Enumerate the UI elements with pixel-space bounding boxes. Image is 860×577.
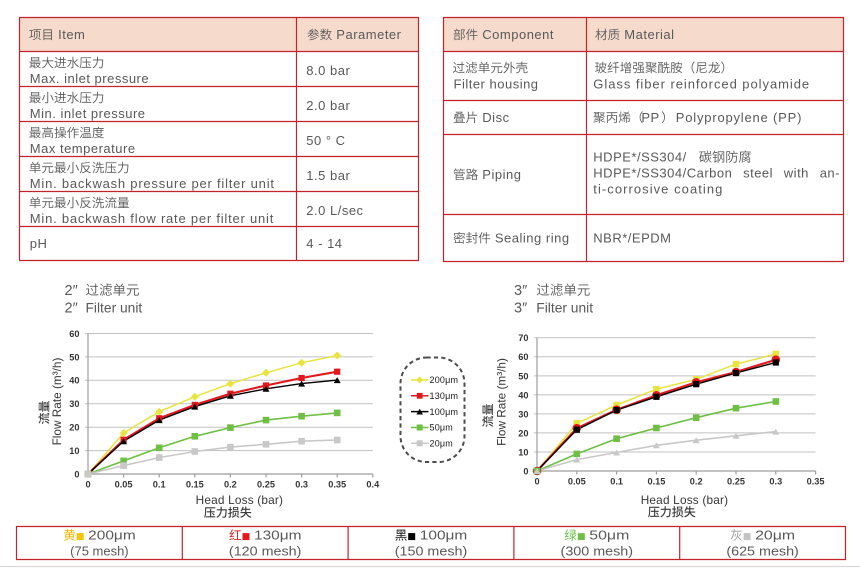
svg-text:100μm: 100μm — [420, 528, 468, 543]
svg-text:ti-corrosive coating: ti-corrosive coating — [593, 182, 723, 197]
svg-text:50: 50 — [69, 352, 79, 362]
svg-text:0.05: 0.05 — [568, 476, 586, 486]
svg-text:Material: Material — [624, 27, 674, 42]
svg-text:PP: PP — [641, 110, 659, 125]
svg-text:200μm: 200μm — [88, 528, 136, 543]
svg-text:Head Loss (bar): Head Loss (bar) — [196, 493, 284, 507]
svg-text:30: 30 — [518, 409, 528, 419]
svg-text:200μm: 200μm — [430, 375, 459, 385]
svg-text:HDPE*/SS304/: HDPE*/SS304/ — [593, 150, 686, 165]
svg-text:Filter housing: Filter housing — [454, 76, 539, 91]
svg-text:Glass fiber reinforced polyami: Glass fiber reinforced polyamide — [593, 76, 810, 91]
svg-text:40: 40 — [518, 390, 528, 400]
svg-text:2″: 2″ — [65, 300, 78, 316]
svg-text:NBR*/EPDM: NBR*/EPDM — [593, 231, 671, 246]
svg-text:50μm: 50μm — [589, 528, 629, 543]
svg-text:20: 20 — [69, 423, 79, 433]
svg-text:2.0 L/sec: 2.0 L/sec — [306, 203, 363, 218]
svg-text:Parameter: Parameter — [336, 27, 401, 42]
svg-text:0.3: 0.3 — [769, 476, 782, 486]
svg-text:Min. backwash flow rate per fi: Min. backwash flow rate per filter unit — [30, 211, 274, 226]
svg-text:0.35: 0.35 — [328, 479, 346, 489]
svg-text:0.3: 0.3 — [295, 479, 308, 489]
svg-text:30: 30 — [69, 399, 79, 409]
svg-text:130μm: 130μm — [430, 391, 459, 401]
svg-text:Polypropylene (PP): Polypropylene (PP) — [676, 110, 802, 125]
svg-text:Item: Item — [58, 27, 85, 42]
svg-text:Filter unit: Filter unit — [536, 300, 593, 315]
svg-text:50: 50 — [518, 371, 528, 381]
svg-text:(150 mesh): (150 mesh) — [395, 545, 468, 559]
svg-text:(300 mesh): (300 mesh) — [561, 545, 634, 559]
svg-text:0: 0 — [85, 479, 90, 489]
svg-text:60: 60 — [69, 329, 79, 339]
svg-text:40: 40 — [69, 376, 79, 386]
svg-text:70: 70 — [518, 333, 528, 343]
svg-text:Max. inlet pressure: Max. inlet pressure — [30, 71, 149, 86]
svg-text:an-: an- — [820, 166, 840, 181]
svg-text:Flow Rate (m³/h): Flow Rate (m³/h) — [50, 358, 64, 446]
svg-text:2″: 2″ — [65, 283, 78, 299]
svg-text:0.25: 0.25 — [257, 479, 275, 489]
svg-text:10: 10 — [69, 446, 79, 456]
svg-text:4 - 14: 4 - 14 — [306, 236, 342, 251]
svg-text:0.1: 0.1 — [153, 479, 166, 489]
svg-text:pH: pH — [30, 236, 48, 251]
svg-text:0: 0 — [74, 469, 79, 479]
svg-text:50 ° C: 50 ° C — [306, 133, 345, 148]
svg-text:0.35: 0.35 — [807, 476, 825, 486]
svg-text:0.15: 0.15 — [186, 479, 204, 489]
svg-text:0: 0 — [523, 466, 528, 476]
svg-text:Disc: Disc — [482, 110, 509, 125]
svg-text:8.0 bar: 8.0 bar — [306, 63, 350, 78]
svg-text:(625 mesh): (625 mesh) — [726, 545, 799, 559]
svg-text:Min. inlet pressure: Min. inlet pressure — [30, 106, 146, 121]
svg-text:Filter unit: Filter unit — [86, 300, 143, 315]
svg-text:0: 0 — [534, 476, 539, 486]
svg-text:50μm: 50μm — [430, 423, 454, 433]
svg-text:100μm: 100μm — [430, 407, 459, 417]
svg-text:Component: Component — [482, 27, 554, 42]
svg-text:Piping: Piping — [482, 167, 521, 182]
svg-text:0.1: 0.1 — [610, 476, 623, 486]
svg-text:0.4: 0.4 — [366, 479, 380, 489]
svg-text:0.2: 0.2 — [690, 476, 703, 486]
svg-text:Max temperature: Max temperature — [30, 141, 136, 156]
svg-text:0.05: 0.05 — [115, 479, 133, 489]
svg-text:60: 60 — [518, 352, 528, 362]
svg-text:(120 mesh): (120 mesh) — [229, 545, 302, 559]
svg-text:with: with — [783, 166, 809, 181]
svg-text:1.5 bar: 1.5 bar — [306, 168, 350, 183]
svg-text:3″: 3″ — [514, 283, 527, 299]
svg-text:Sealing ring: Sealing ring — [495, 231, 570, 246]
svg-text:steel: steel — [743, 166, 773, 181]
svg-text:20: 20 — [518, 428, 528, 438]
svg-text:Head Loss (bar): Head Loss (bar) — [641, 493, 729, 507]
svg-text:HDPE*/SS304/Carbon: HDPE*/SS304/Carbon — [593, 166, 732, 181]
svg-text:3″: 3″ — [514, 300, 527, 316]
svg-text:Min. backwash pressure per fil: Min. backwash pressure per filter unit — [30, 176, 275, 191]
svg-text:0.15: 0.15 — [647, 476, 665, 486]
svg-text:(75 mesh): (75 mesh) — [70, 545, 129, 559]
svg-text:Flow Rate (m³/h): Flow Rate (m³/h) — [495, 358, 509, 446]
svg-text:0.25: 0.25 — [727, 476, 745, 486]
svg-text:0.2: 0.2 — [224, 479, 237, 489]
svg-text:2.0 bar: 2.0 bar — [306, 98, 350, 113]
svg-text:20μm: 20μm — [755, 528, 795, 543]
svg-text:20μm: 20μm — [430, 439, 454, 449]
svg-text:130μm: 130μm — [254, 528, 302, 543]
svg-text:10: 10 — [518, 447, 528, 457]
